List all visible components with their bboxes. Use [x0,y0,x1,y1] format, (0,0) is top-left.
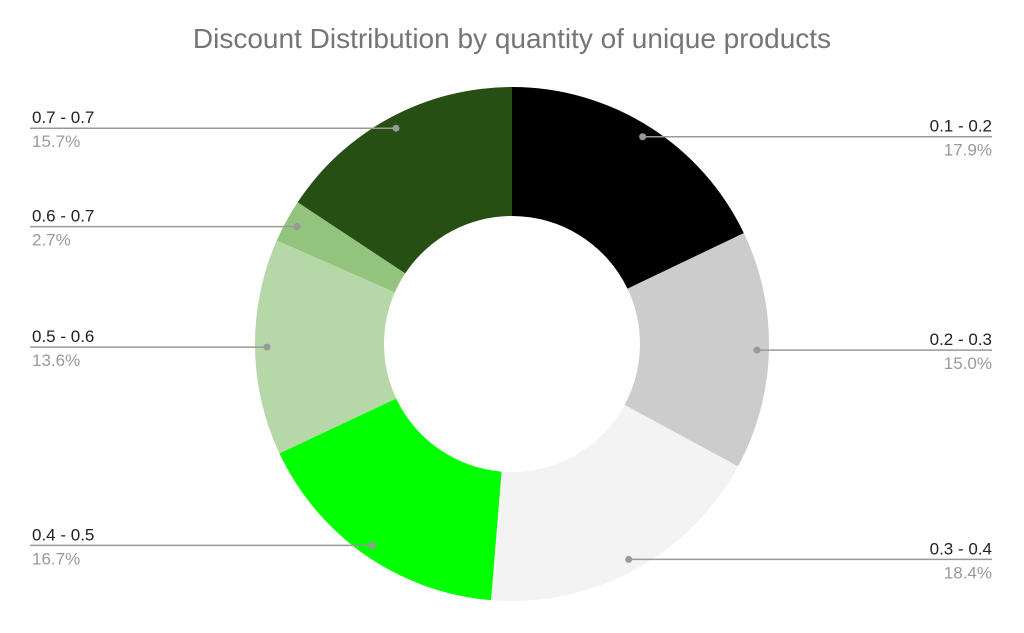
wedge [254,240,397,454]
value-label: 13.6% [32,351,80,370]
leader-dot [639,133,647,141]
value-label: 15.0% [944,354,992,373]
category-label: 0.2 - 0.3 [930,330,992,349]
leader-dot [293,223,301,231]
value-label: 17.9% [944,141,992,160]
wedge [491,404,738,601]
leader-dot [753,346,761,354]
category-label: 0.3 - 0.4 [930,539,992,558]
category-label: 0.7 - 0.7 [32,108,94,127]
leader-dot [625,555,633,563]
category-label: 0.6 - 0.7 [32,207,94,226]
value-label: 16.7% [32,549,80,568]
category-label: 0.1 - 0.2 [930,117,992,136]
leader-dot [263,343,271,351]
wedge [297,87,512,274]
wedge [279,398,502,601]
wedge [624,233,769,467]
category-label: 0.4 - 0.5 [32,525,94,544]
value-label: 2.7% [32,231,71,250]
chart-title: Discount Distribution by quantity of uni… [193,23,831,54]
category-label: 0.5 - 0.6 [32,327,94,346]
value-label: 18.4% [944,563,992,582]
wedge [276,202,406,293]
wedge [512,87,744,289]
value-label: 15.7% [32,132,80,151]
leader-dot [392,124,400,132]
leader-dot [368,541,376,549]
